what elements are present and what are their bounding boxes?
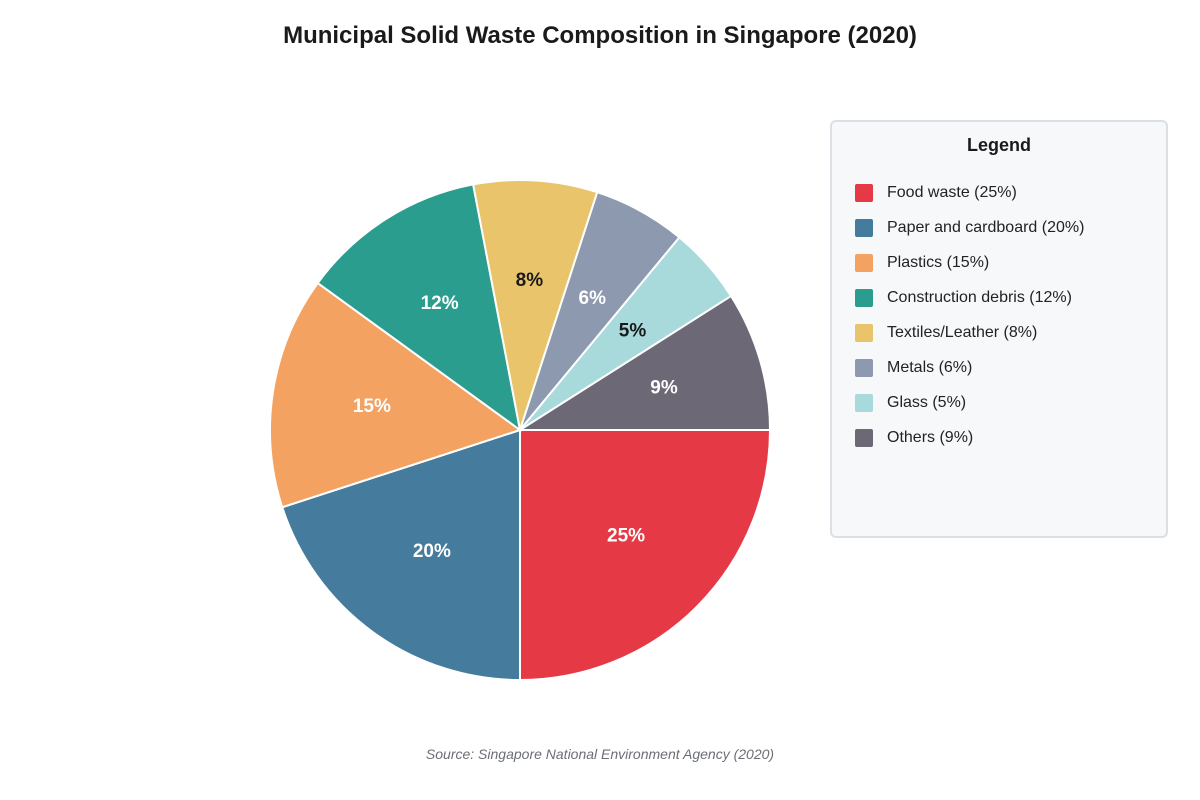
legend-swatch — [855, 218, 873, 237]
legend-item: Construction debris (12%) — [855, 280, 1084, 315]
legend-label: Textiles/Leather (8%) — [887, 323, 1038, 341]
legend-label: Paper and cardboard (20%) — [887, 218, 1085, 236]
pie-slice-paper-and-cardboard — [280, 428, 521, 682]
legend-label: Others (9%) — [887, 428, 974, 446]
pie-slice-food-waste — [519, 429, 772, 682]
pie-slice-textiles-leather — [471, 179, 599, 431]
source-note: Source: Singapore National Environment A… — [425, 746, 775, 762]
pie-slice-labels: 25% 20% 15% 12% 8% 6% 5% 9% — [353, 270, 678, 562]
pie-slices — [269, 179, 772, 682]
legend: Legend Food waste (25%) Paper and cardboa… — [830, 120, 1168, 538]
legend-label: Food waste (25%) — [887, 183, 1017, 201]
legend-item: Plastics (15%) — [855, 245, 1084, 280]
legend-label: Metals (6%) — [887, 358, 973, 376]
legend-swatch — [855, 253, 873, 272]
legend-item: Metals (6%) — [855, 350, 1084, 385]
pie-slice-plastics — [269, 281, 523, 509]
legend-swatch — [855, 393, 873, 412]
legend-label: Glass (5%) — [887, 393, 967, 411]
legend-items: Food waste (25%) Paper and cardboard (20%… — [855, 175, 1084, 455]
slice-value-label: 6% — [579, 288, 607, 309]
legend-item: Others (9%) — [855, 420, 1084, 455]
legend-label: Plastics (15%) — [887, 253, 990, 271]
legend-swatch — [855, 358, 873, 377]
slice-value-label: 12% — [421, 293, 459, 314]
slice-value-label: 9% — [650, 378, 678, 399]
legend-item: Glass (5%) — [855, 385, 1084, 420]
legend-swatch — [855, 323, 873, 342]
slice-value-label: 5% — [619, 320, 647, 341]
legend-swatch — [855, 428, 873, 447]
legend-swatch — [855, 288, 873, 307]
slice-value-label: 25% — [607, 526, 645, 547]
chart-title: Municipal Solid Waste Composition in Sin… — [283, 22, 917, 49]
legend-swatch — [855, 183, 873, 202]
slice-value-label: 8% — [516, 270, 544, 291]
legend-title: Legend — [966, 135, 1031, 155]
pie-slice-others — [516, 294, 772, 431]
legend-item: Paper and cardboard (20%) — [855, 210, 1084, 245]
slice-value-label: 15% — [353, 396, 391, 417]
pie-slice-construction-debris — [316, 183, 522, 433]
legend-item: Food waste (25%) — [855, 175, 1084, 210]
legend-label: Construction debris (12%) — [887, 288, 1072, 306]
slice-value-label: 20% — [413, 541, 451, 562]
legend-item: Textiles/Leather (8%) — [855, 315, 1084, 350]
